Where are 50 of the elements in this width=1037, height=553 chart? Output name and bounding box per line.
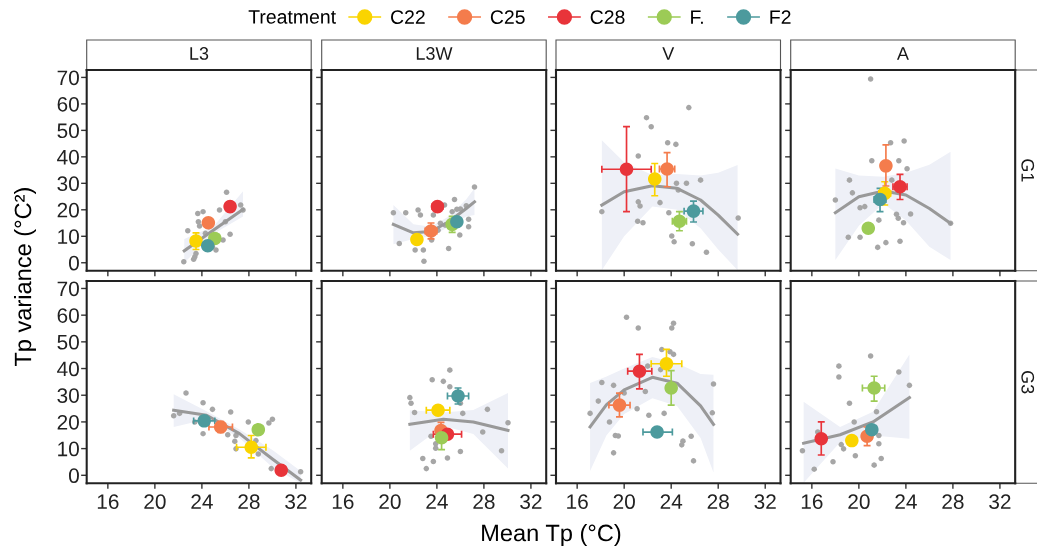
legend-label: F. bbox=[691, 10, 703, 24]
legend-label: F2 bbox=[770, 10, 791, 24]
chart-title: A bbox=[896, 47, 909, 60]
chart-title: L3 bbox=[190, 47, 209, 60]
legend-label: C25 bbox=[490, 10, 525, 24]
x-tick-label: 32 bbox=[989, 494, 1011, 510]
x-tick-label: 28 bbox=[473, 494, 495, 510]
y-tick-label: 10 bbox=[58, 441, 79, 457]
y-tick-label: 40 bbox=[57, 361, 79, 377]
x-tick-label: 24 bbox=[660, 494, 683, 509]
x-tick-label: 16 bbox=[332, 494, 354, 510]
legend-title: Treatment bbox=[248, 10, 336, 24]
y-tick-label: 30 bbox=[57, 388, 79, 403]
x-tick-label: 20 bbox=[848, 494, 870, 510]
x-tick-label: 16 bbox=[567, 494, 588, 510]
x-tick-label: 16 bbox=[97, 494, 119, 510]
x-tick-label: 20 bbox=[144, 494, 166, 510]
x-tick-label: 32 bbox=[520, 494, 542, 510]
x-tick-label: 28 bbox=[707, 494, 729, 510]
x-tick-label: 24 bbox=[426, 494, 448, 509]
y-tick-label: 40 bbox=[57, 149, 79, 165]
x-axis-title: Mean Tp (°C) bbox=[482, 523, 621, 547]
y-tick-label: 10 bbox=[58, 229, 79, 245]
y-tick-label: 50 bbox=[57, 123, 79, 139]
y-tick-label: 70 bbox=[57, 281, 79, 297]
x-tick-label: 28 bbox=[942, 494, 964, 510]
legend-label: C28 bbox=[590, 10, 625, 24]
x-tick-label: 28 bbox=[238, 494, 260, 510]
x-tick-label: 32 bbox=[754, 494, 776, 510]
y-tick-label: 0 bbox=[68, 468, 79, 484]
x-tick-label: 20 bbox=[613, 494, 635, 510]
y-axis-title: Tp variance (°C²) bbox=[14, 188, 36, 367]
x-tick-label: 20 bbox=[379, 494, 401, 510]
y-tick-label: 20 bbox=[57, 202, 79, 218]
text: G1 bbox=[1021, 159, 1035, 182]
x-tick-label: 32 bbox=[285, 494, 307, 510]
chart-title: V bbox=[662, 47, 675, 60]
x-tick-label: 24 bbox=[191, 494, 213, 509]
y-tick-label: 50 bbox=[57, 334, 79, 350]
text: G3 bbox=[1021, 371, 1035, 394]
y-tick-label: 0 bbox=[68, 255, 79, 271]
y-tick-label: 30 bbox=[57, 176, 79, 192]
y-tick-label: 20 bbox=[57, 414, 79, 430]
x-tick-label: 24 bbox=[895, 494, 917, 509]
y-tick-label: 60 bbox=[57, 96, 79, 112]
y-tick-label: 70 bbox=[57, 70, 79, 86]
legend-label: C22 bbox=[391, 10, 425, 24]
chart-title: L3W bbox=[416, 47, 453, 60]
y-tick-label: 60 bbox=[57, 308, 79, 323]
x-tick-label: 16 bbox=[801, 494, 823, 510]
